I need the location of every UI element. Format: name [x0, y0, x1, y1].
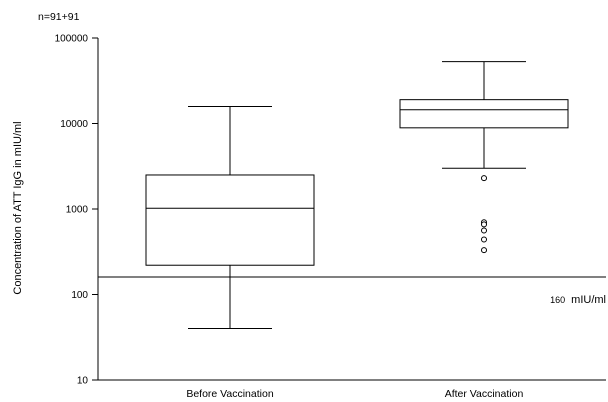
x-category-label: Before Vaccination	[186, 388, 274, 400]
y-tick-label: 10000	[60, 119, 88, 130]
x-category-label: After Vaccination	[445, 388, 524, 400]
y-tick-label: 100	[71, 290, 88, 301]
box-group	[399, 61, 569, 254]
outlier-point	[481, 175, 487, 182]
y-tick-label: 100000	[55, 34, 89, 45]
box-group	[145, 106, 315, 330]
box-series	[145, 61, 569, 330]
box-iqr	[399, 99, 569, 129]
box-iqr	[145, 174, 315, 266]
outlier-point	[481, 236, 487, 243]
y-axis-ticks: 10 100 1000 10000 100000	[55, 34, 98, 387]
reference-line-group: 160 mIU/ml	[98, 276, 606, 306]
reference-line-unit: mIU/ml	[571, 294, 606, 306]
reference-line-value: 160	[550, 295, 565, 305]
y-tick-label: 10	[77, 376, 89, 387]
outlier-point	[481, 227, 487, 234]
y-tick-label: 1000	[66, 205, 89, 216]
reference-line-label: 160 mIU/ml	[550, 294, 606, 306]
outlier-point	[481, 221, 487, 228]
sample-size-annotation: n=91+91	[38, 11, 80, 23]
outlier-point	[481, 247, 487, 254]
y-axis-title: Concentration of ATT IgG in mIU/ml	[12, 121, 24, 294]
x-axis-categories: Before Vaccination After Vaccination	[186, 388, 523, 400]
